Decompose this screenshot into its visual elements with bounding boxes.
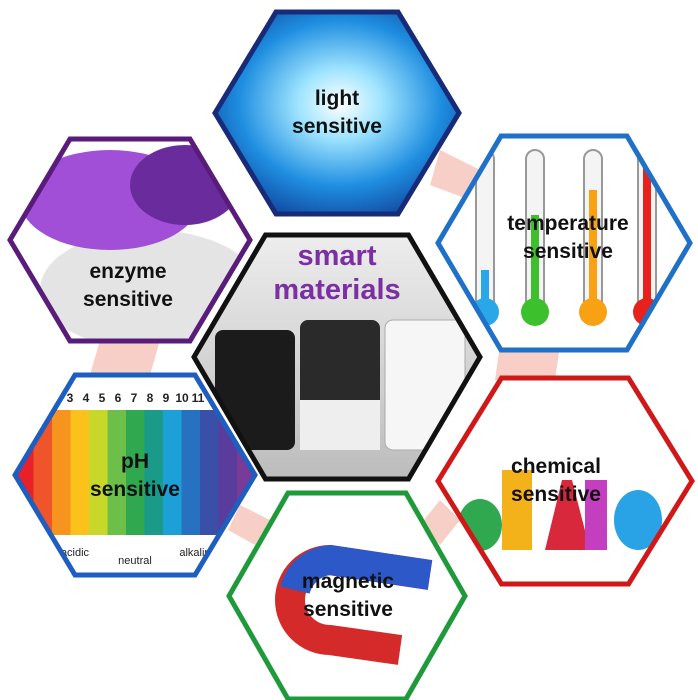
ph-number: 9 [163,391,170,405]
node-label: enzyme sensitive [83,260,173,311]
node-label: temperature sensitive [507,212,628,263]
node-label: pH sensitive [90,450,180,501]
node-label: light sensitive [292,87,382,138]
chemical-image [438,378,692,584]
hex-border [212,9,462,217]
ph-number: 6 [115,391,122,405]
center-label: smart materials [273,240,400,306]
node-label: magnetic sensitive [302,570,395,621]
ph-stripe [52,410,71,535]
hex-border [12,372,258,578]
ph-number: 4 [83,391,90,405]
ph-stripe [107,410,126,535]
ph-number: 5 [99,391,106,405]
ph-number: 10 [175,391,189,405]
node-label: chemical sensitive [511,455,601,506]
hex-border [226,490,468,700]
ph-number: 11 [192,391,205,405]
hex-border [7,136,253,344]
ph-stripe [163,410,182,535]
ph-end: acidic [61,547,90,559]
ph-number: 3 [67,391,74,405]
ph-stripe [144,410,163,535]
ph-stripe [126,410,145,535]
hex-border [435,133,693,353]
ph-number: 8 [147,391,154,405]
ph-number: 7 [131,391,138,405]
ph-stripe [70,410,89,535]
ph-stripe [181,410,200,535]
hex-border [191,232,483,482]
hex-border [435,375,695,587]
ph-end: neutral [118,555,152,567]
ph-stripe [89,410,108,535]
ph-stripe [200,410,219,535]
